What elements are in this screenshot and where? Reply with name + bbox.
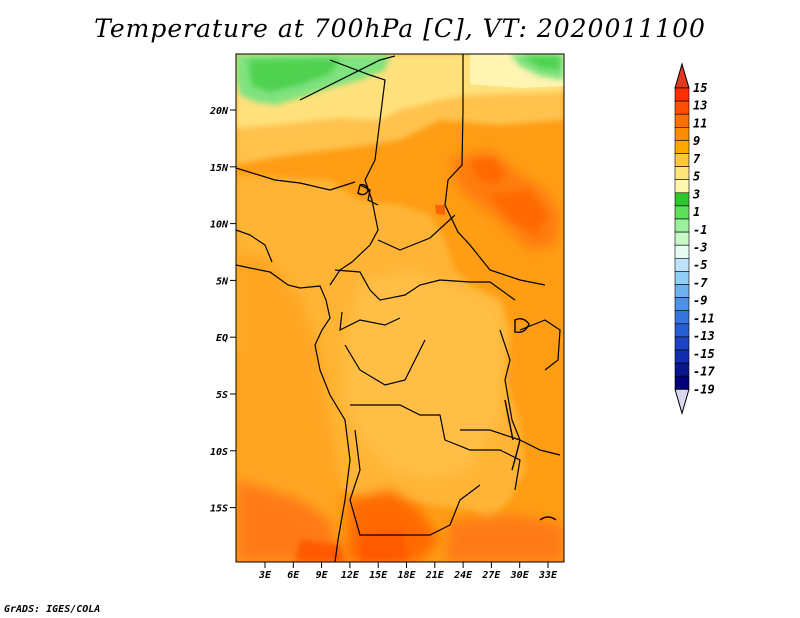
lat-tick-label: 10S — [210, 447, 228, 458]
lat-tick-label: 5S — [216, 390, 228, 401]
colorbar-swatch — [674, 297, 690, 312]
colorbar-label: 1 — [693, 205, 700, 219]
colorbar-swatch — [674, 113, 690, 128]
colorbar-label: -9 — [693, 294, 707, 308]
map-frame — [235, 53, 565, 563]
lon-tick-label: 18E — [397, 570, 416, 581]
lat-tick-label: 15N — [210, 163, 229, 174]
map-title: Temperature at 700hPa [C], VT: 202001110… — [94, 14, 706, 43]
lat-tick-label: 10N — [210, 220, 229, 231]
country-borders — [236, 54, 561, 562]
colorbar-swatch — [674, 271, 690, 285]
lon-tick-label: 33E — [538, 570, 558, 581]
lon-tick-label: 9E — [316, 570, 329, 581]
colorbar-swatch — [674, 205, 690, 220]
colorbar-swatch — [674, 349, 690, 364]
temperature-field — [236, 54, 564, 562]
lon-tick-label: 24E — [453, 570, 473, 581]
lon-tick-label: 12E — [341, 570, 360, 581]
colorbar-label: -7 — [693, 276, 708, 290]
lat-tick-label: 20N — [209, 106, 229, 117]
colorbar-swatch — [674, 257, 690, 272]
colorbar-bottom-arrow — [674, 388, 690, 416]
colorbar-swatch — [674, 179, 690, 194]
colorbar-label: 9 — [693, 134, 700, 148]
colorbar-label: 11 — [693, 116, 707, 130]
lat-tick-label: EQ — [216, 333, 228, 344]
colorbar-label: 5 — [693, 170, 700, 184]
colorbar-label: -13 — [693, 329, 715, 343]
grads-credit: GrADS: IGES/COLA — [4, 604, 101, 615]
lon-tick-label: 3E — [258, 570, 272, 581]
colorbar-label: -3 — [693, 241, 707, 255]
colorbar-swatch — [674, 153, 690, 167]
colorbar-swatch — [674, 284, 690, 298]
colorbar-swatch — [674, 218, 690, 233]
lon-tick-label: 27E — [481, 570, 501, 581]
lat-tick-label: 15S — [210, 504, 228, 515]
longitude-axis: 3E 6E 9E 12E 15E 18E 21E 24E 27E 30E 33E — [258, 562, 558, 581]
lakes — [357, 183, 557, 521]
colorbar-label: -5 — [693, 258, 707, 272]
colorbar-label: -19 — [693, 382, 715, 396]
colorbar-swatch — [674, 166, 690, 181]
colorbar-label: -1 — [693, 223, 707, 237]
colorbar-swatch — [674, 100, 690, 115]
lon-tick-label: 15E — [369, 570, 388, 581]
colorbar-label: 3 — [692, 187, 700, 201]
latitude-axis: 20N 15N 10N 5N EQ 5S 10S 15S — [209, 106, 236, 515]
colorbar-swatch — [674, 244, 690, 259]
lon-tick-label: 21E — [425, 570, 445, 581]
colorbar-swatch — [674, 192, 690, 207]
colorbar-swatch — [674, 323, 690, 338]
colorbar-swatch — [674, 362, 690, 377]
lat-tick-label: 5N — [216, 276, 229, 287]
colorbar-swatch — [674, 231, 690, 246]
colorbar-swatch — [674, 310, 690, 325]
colorbar-swatch — [674, 127, 690, 141]
colorbar-swatch — [674, 87, 690, 102]
colorbar: 15 13 11 9 7 5 3 1 -1 -3 -5 -7 -9 -11 -13 -15 -17 -19 — [674, 62, 715, 416]
lon-tick-label: 30E — [510, 570, 530, 581]
colorbar-label: -15 — [693, 347, 715, 361]
colorbar-label: 13 — [693, 99, 707, 113]
colorbar-top-arrow — [674, 62, 690, 89]
colorbar-label: -11 — [693, 311, 715, 325]
colorbar-label: 7 — [693, 152, 701, 166]
colorbar-swatch — [674, 140, 690, 154]
colorbar-label: -17 — [693, 365, 715, 379]
colorbar-swatch — [674, 336, 690, 351]
lon-tick-label: 6E — [287, 570, 300, 581]
colorbar-label: 15 — [693, 81, 707, 95]
colorbar-swatch — [674, 375, 690, 390]
